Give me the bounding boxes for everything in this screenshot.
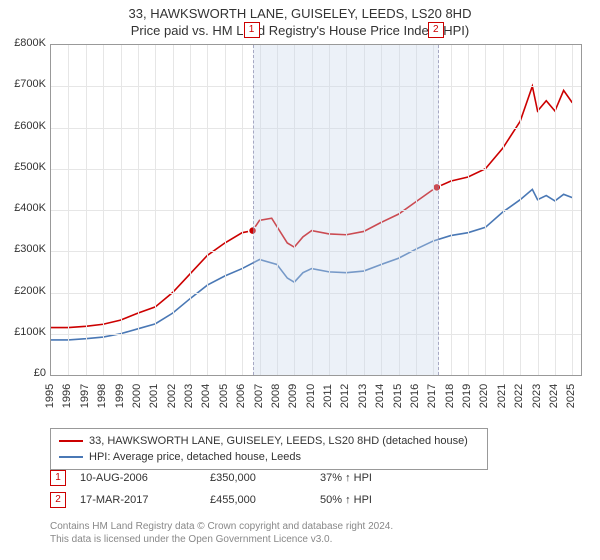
- x-tick-label: 2005: [218, 381, 230, 411]
- gridline-v: [572, 45, 573, 375]
- gridline-v: [103, 45, 104, 375]
- x-tick-label: 2014: [374, 381, 386, 411]
- y-tick-label: £300K: [6, 243, 46, 255]
- x-tick-label: 2023: [531, 381, 543, 411]
- x-tick-label: 2000: [131, 381, 143, 411]
- transaction-date: 17-MAR-2017: [80, 494, 210, 506]
- transaction-row: 1 10-AUG-2006£350,00037% ↑ HPI: [50, 470, 420, 486]
- chart-container: 33, HAWKSWORTH LANE, GUISELEY, LEEDS, LS…: [0, 0, 600, 560]
- legend-label: 33, HAWKSWORTH LANE, GUISELEY, LEEDS, LS…: [89, 433, 468, 449]
- x-tick-label: 2003: [183, 381, 195, 411]
- y-tick-label: £600K: [6, 120, 46, 132]
- chart-plot-area: [50, 44, 582, 376]
- footer-line2: This data is licensed under the Open Gov…: [50, 533, 393, 546]
- x-tick-label: 2007: [253, 381, 265, 411]
- transaction-marker-2: 2: [428, 22, 444, 38]
- transaction-date: 10-AUG-2006: [80, 472, 210, 484]
- gridline-v: [155, 45, 156, 375]
- y-tick-label: £800K: [6, 37, 46, 49]
- transaction-row: 2 17-MAR-2017£455,00050% ↑ HPI: [50, 492, 420, 508]
- gridline-v: [242, 45, 243, 375]
- title-line2: Price paid vs. HM Land Registry's House …: [0, 21, 600, 38]
- transaction-price: £455,000: [210, 494, 320, 506]
- transaction-price: £350,000: [210, 472, 320, 484]
- y-tick-label: £200K: [6, 285, 46, 297]
- x-tick-label: 2024: [548, 381, 560, 411]
- gridline-v: [468, 45, 469, 375]
- y-tick-label: £700K: [6, 78, 46, 90]
- x-tick-label: 2006: [235, 381, 247, 411]
- x-tick-label: 2002: [166, 381, 178, 411]
- gridline-v: [520, 45, 521, 375]
- x-tick-label: 1996: [61, 381, 73, 411]
- gridline-v: [538, 45, 539, 375]
- x-tick-label: 2017: [426, 381, 438, 411]
- legend: 33, HAWKSWORTH LANE, GUISELEY, LEEDS, LS…: [50, 428, 488, 470]
- x-tick-label: 2010: [305, 381, 317, 411]
- y-tick-label: £400K: [6, 202, 46, 214]
- y-tick-label: £100K: [6, 326, 46, 338]
- footer: Contains HM Land Registry data © Crown c…: [50, 520, 393, 546]
- legend-item: HPI: Average price, detached house, Leed…: [59, 449, 479, 465]
- gridline-v: [138, 45, 139, 375]
- shaded-transaction-band: [253, 45, 439, 375]
- x-tick-label: 2018: [444, 381, 456, 411]
- gridline-v: [555, 45, 556, 375]
- x-tick-label: 2025: [565, 381, 577, 411]
- x-tick-label: 1997: [79, 381, 91, 411]
- gridline-v: [485, 45, 486, 375]
- legend-label: HPI: Average price, detached house, Leed…: [89, 449, 301, 465]
- gridline-v: [121, 45, 122, 375]
- transaction-row-marker: 1: [50, 470, 66, 486]
- gridline-v: [68, 45, 69, 375]
- x-tick-label: 2001: [148, 381, 160, 411]
- y-tick-label: £0: [6, 367, 46, 379]
- transaction-marker-1: 1: [244, 22, 260, 38]
- gridline-v: [225, 45, 226, 375]
- title-line1: 33, HAWKSWORTH LANE, GUISELEY, LEEDS, LS…: [0, 0, 600, 21]
- x-tick-label: 2004: [200, 381, 212, 411]
- gridline-v: [207, 45, 208, 375]
- x-tick-label: 2012: [339, 381, 351, 411]
- legend-item: 33, HAWKSWORTH LANE, GUISELEY, LEEDS, LS…: [59, 433, 479, 449]
- footer-line1: Contains HM Land Registry data © Crown c…: [50, 520, 393, 533]
- transaction-pct: 50% ↑ HPI: [320, 494, 420, 506]
- gridline-v: [173, 45, 174, 375]
- gridline-v: [86, 45, 87, 375]
- legend-swatch: [59, 440, 83, 442]
- x-tick-label: 2011: [322, 381, 334, 411]
- x-tick-label: 2019: [461, 381, 473, 411]
- x-tick-label: 2021: [496, 381, 508, 411]
- y-tick-label: £500K: [6, 161, 46, 173]
- x-tick-label: 2013: [357, 381, 369, 411]
- x-tick-label: 2022: [513, 381, 525, 411]
- transaction-pct: 37% ↑ HPI: [320, 472, 420, 484]
- gridline-v: [190, 45, 191, 375]
- legend-swatch: [59, 456, 83, 458]
- x-tick-label: 2015: [392, 381, 404, 411]
- gridline-v: [451, 45, 452, 375]
- x-tick-label: 1998: [96, 381, 108, 411]
- x-tick-label: 2020: [478, 381, 490, 411]
- gridline-v: [503, 45, 504, 375]
- x-tick-label: 2009: [287, 381, 299, 411]
- transaction-row-marker: 2: [50, 492, 66, 508]
- x-tick-label: 1995: [44, 381, 56, 411]
- x-tick-label: 2016: [409, 381, 421, 411]
- x-tick-label: 1999: [114, 381, 126, 411]
- x-tick-label: 2008: [270, 381, 282, 411]
